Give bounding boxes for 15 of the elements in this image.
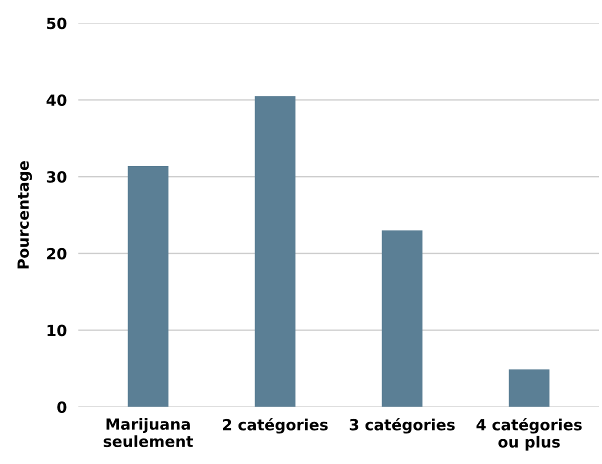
x-tick-label: 3 catégories	[350, 418, 455, 434]
bar	[254, 96, 296, 407]
y-tick-label: 30	[46, 171, 66, 183]
y-tick-label: 10	[48, 324, 66, 336]
bar	[508, 369, 550, 407]
y-tick-label: 50	[47, 18, 66, 30]
x-tick-label: 2 catégories	[223, 418, 328, 434]
bar	[382, 230, 422, 407]
y-tick-label: 40	[46, 94, 66, 106]
y-tick-label: 0	[57, 401, 66, 413]
bar	[128, 166, 168, 407]
x-tick-label: 4 catégories ou plus	[476, 418, 582, 451]
x-tick-label: Marijuana seulement	[104, 418, 193, 448]
y-tick-label: 20	[47, 248, 66, 260]
y-axis-title: Pourcentage	[18, 161, 32, 268]
